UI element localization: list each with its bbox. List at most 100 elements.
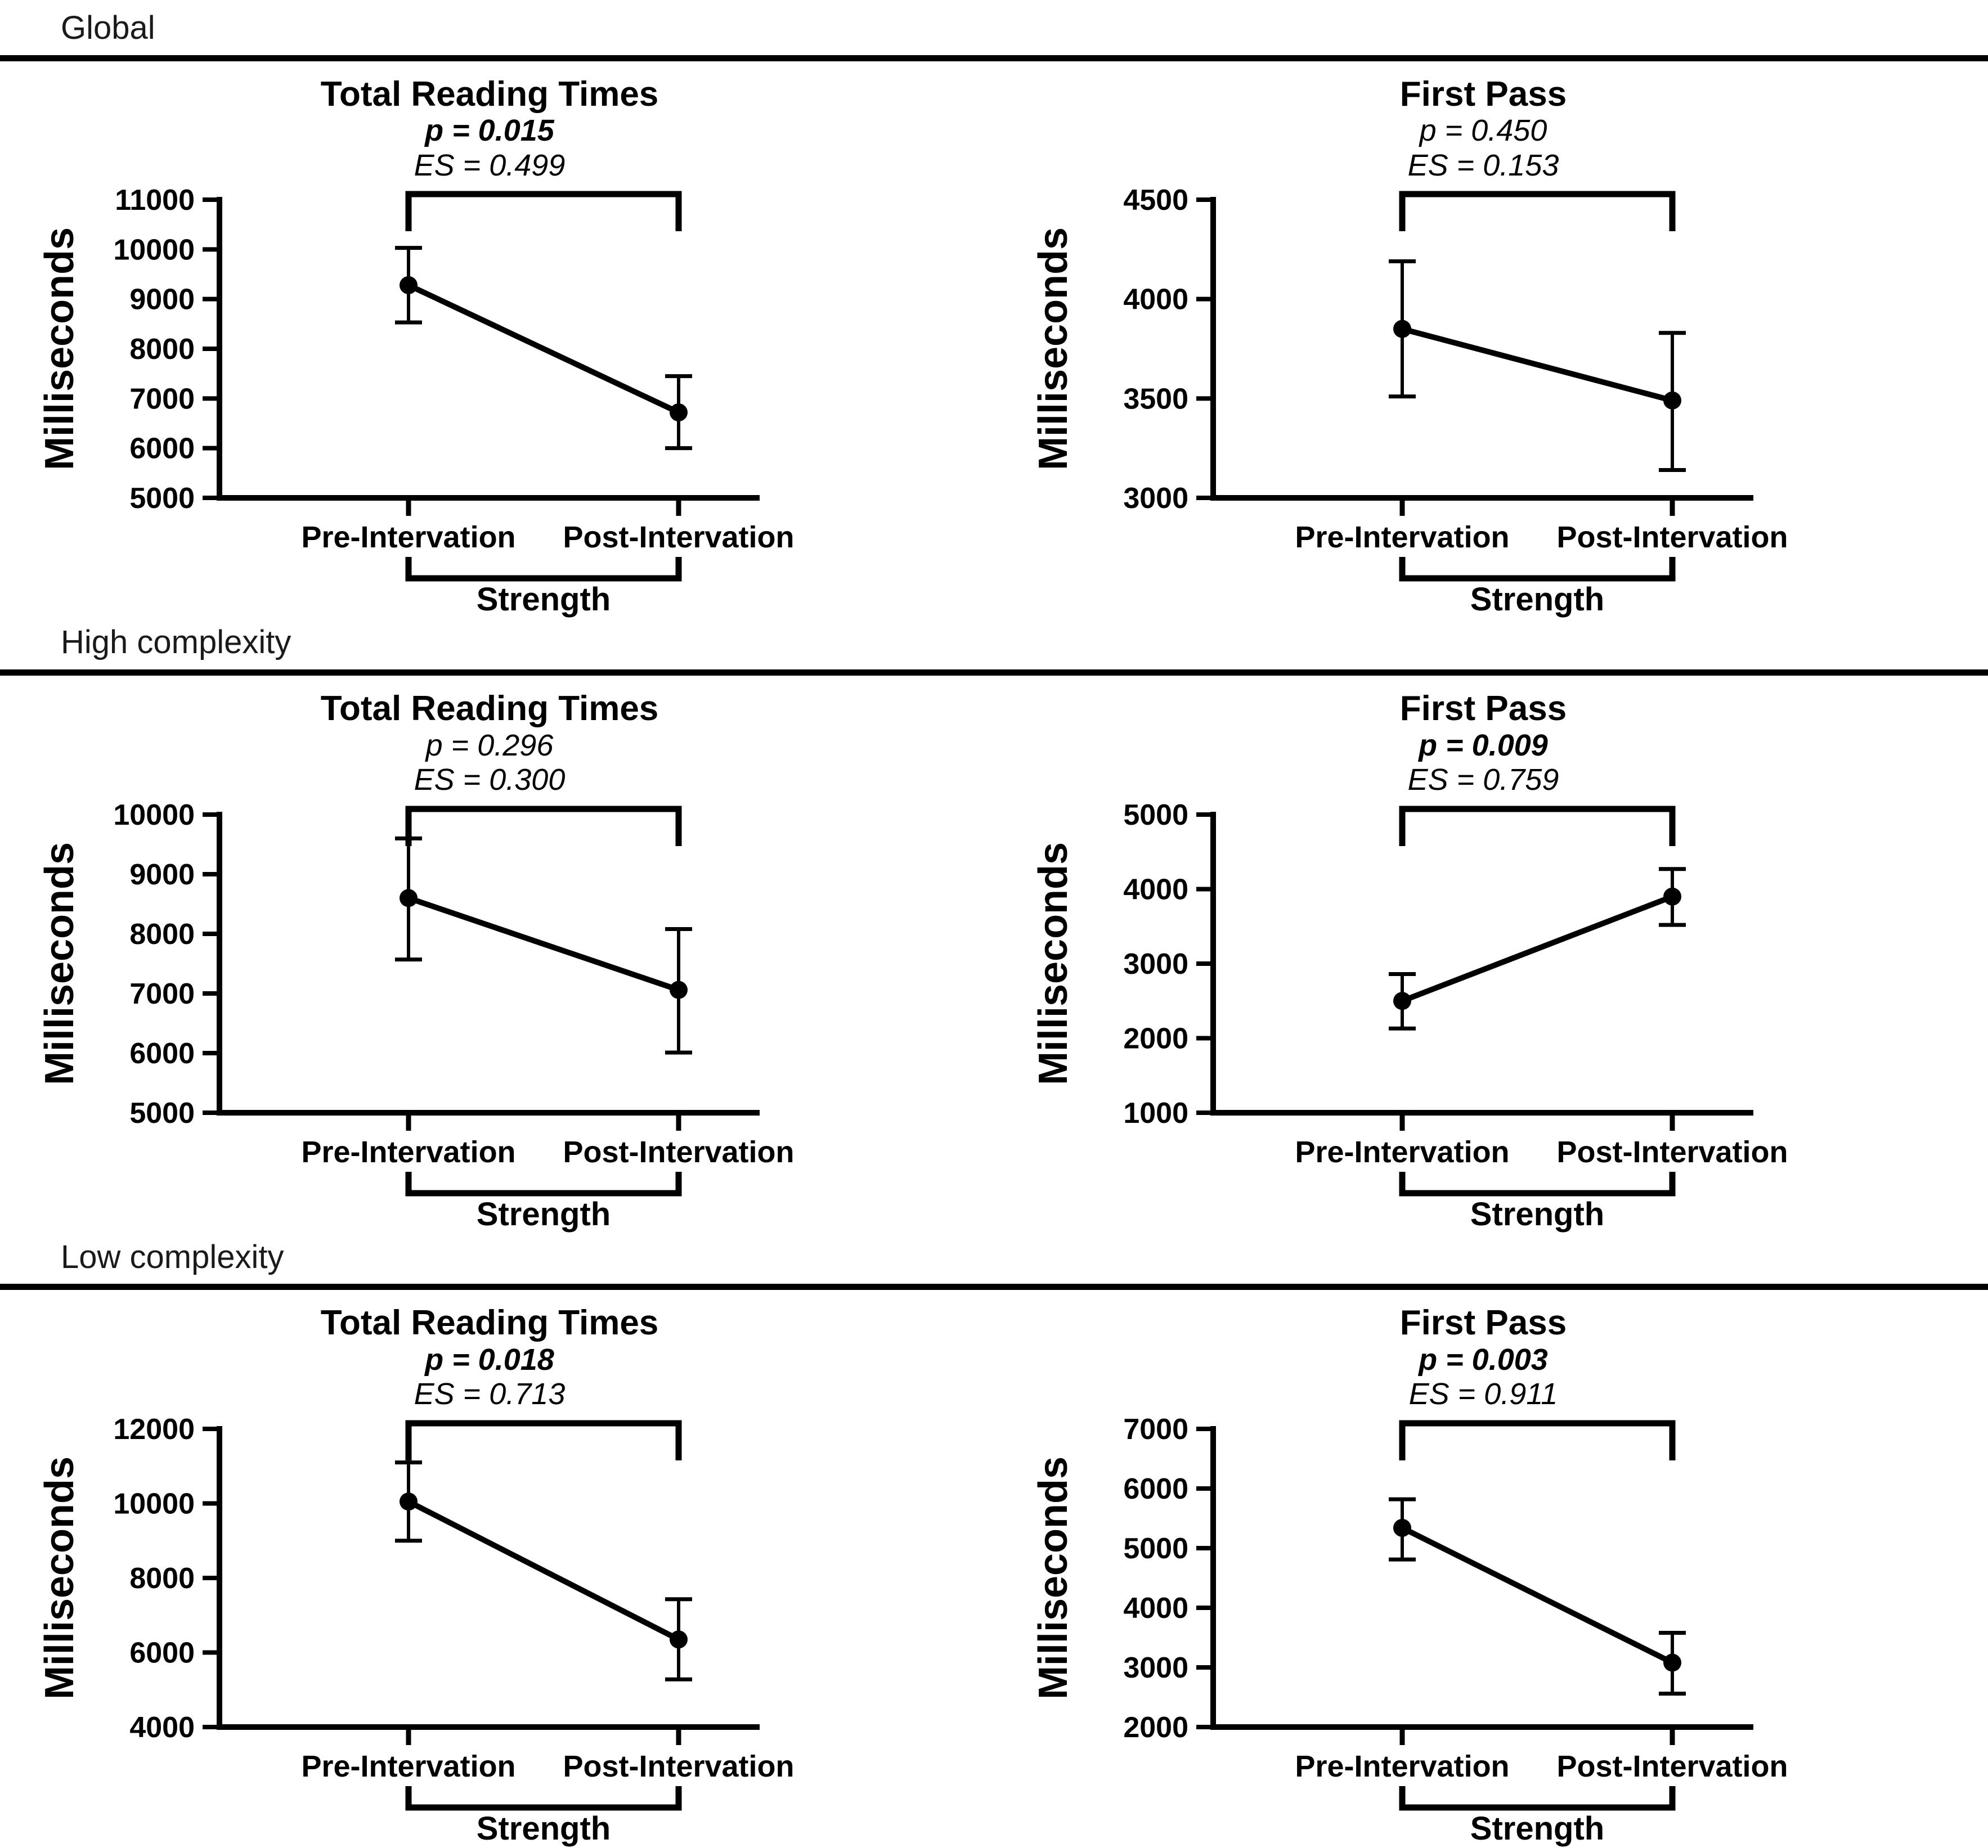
svg-text:Pre-Intervation: Pre-Intervation bbox=[301, 520, 515, 554]
svg-text:Pre-Intervation: Pre-Intervation bbox=[301, 1135, 515, 1169]
section-low-complexity: Low complexity Total Reading Times p = 0… bbox=[0, 1239, 1988, 1848]
svg-text:Milliseconds: Milliseconds bbox=[37, 842, 82, 1085]
chart-title: First Pass bbox=[1399, 74, 1567, 114]
svg-text:3000: 3000 bbox=[1123, 482, 1188, 515]
svg-text:Milliseconds: Milliseconds bbox=[37, 227, 82, 470]
section-header-global: Global bbox=[61, 10, 155, 46]
svg-text:9000: 9000 bbox=[129, 858, 195, 891]
chart-panel-high-first-pass: First Pass p = 0.009 ES = 0.759 1000 2000… bbox=[994, 686, 1987, 1234]
effect-size-label: ES = 0.759 bbox=[1407, 763, 1559, 797]
chart-panel-low-total-reading-times: Total Reading Times p = 0.018 ES = 0.713… bbox=[0, 1300, 994, 1848]
svg-text:8000: 8000 bbox=[129, 1562, 195, 1595]
svg-text:Milliseconds: Milliseconds bbox=[1031, 842, 1076, 1085]
chart-title: Total Reading Times bbox=[320, 689, 659, 729]
chart-panel-global-first-pass: First Pass p = 0.450 ES = 0.153 3000 3500… bbox=[994, 71, 1987, 619]
chart-title: First Pass bbox=[1399, 1303, 1567, 1343]
chart-panel-low-first-pass: First Pass p = 0.003 ES = 0.911 2000 3000… bbox=[994, 1300, 1987, 1848]
chart-plot: 1000 2000 3000 4000 5000 Milliseconds Pre-Inte… bbox=[1031, 799, 1788, 1233]
chart-title: Total Reading Times bbox=[320, 1303, 659, 1343]
effect-size-label: ES = 0.153 bbox=[1407, 148, 1559, 182]
svg-text:Post-Intervation: Post-Intervation bbox=[1556, 1750, 1788, 1783]
svg-text:Pre-Intervation: Pre-Intervation bbox=[1295, 1135, 1509, 1169]
effect-size-label: ES = 0.499 bbox=[414, 148, 566, 182]
p-value-label: p = 0.015 bbox=[425, 114, 554, 148]
section-divider bbox=[0, 669, 1988, 676]
chart-row-low-complexity: Total Reading Times p = 0.018 ES = 0.713… bbox=[0, 1300, 1988, 1848]
svg-text:4000: 4000 bbox=[1123, 873, 1188, 906]
svg-text:4500: 4500 bbox=[1123, 184, 1188, 217]
svg-text:Strength: Strength bbox=[1470, 1196, 1604, 1233]
chart-plot: 5000 6000 7000 8000 9000 10000 11000 Millisecon… bbox=[37, 184, 795, 618]
chart-title: Total Reading Times bbox=[320, 74, 659, 114]
svg-text:8000: 8000 bbox=[129, 918, 195, 951]
svg-text:3000: 3000 bbox=[1123, 948, 1188, 981]
svg-text:Pre-Intervation: Pre-Intervation bbox=[1295, 520, 1509, 554]
section-header-low-complexity: Low complexity bbox=[61, 1238, 284, 1275]
chart-plot: 4000 6000 8000 10000 12000 Milliseconds Pre-In… bbox=[37, 1413, 795, 1847]
svg-text:2000: 2000 bbox=[1123, 1022, 1188, 1055]
svg-text:Post-Intervation: Post-Intervation bbox=[563, 520, 794, 554]
svg-text:6000: 6000 bbox=[129, 1636, 195, 1669]
svg-text:Strength: Strength bbox=[1470, 1810, 1604, 1847]
section-divider bbox=[0, 1284, 1988, 1291]
effect-size-label: ES = 0.911 bbox=[1408, 1377, 1558, 1411]
svg-text:7000: 7000 bbox=[129, 978, 195, 1010]
svg-text:5000: 5000 bbox=[1123, 799, 1188, 831]
section-high-complexity: High complexity Total Reading Times p = … bbox=[0, 624, 1988, 1233]
p-value-label: p = 0.003 bbox=[1419, 1342, 1548, 1377]
svg-text:11000: 11000 bbox=[115, 184, 195, 217]
section-global: Global Total Reading Times p = 0.015 ES … bbox=[0, 10, 1988, 619]
effect-size-label: ES = 0.300 bbox=[414, 763, 566, 797]
svg-text:5000: 5000 bbox=[1123, 1532, 1188, 1565]
svg-text:Pre-Intervation: Pre-Intervation bbox=[301, 1750, 515, 1783]
chart-panel-global-total-reading-times: Total Reading Times p = 0.015 ES = 0.499… bbox=[0, 71, 994, 619]
svg-text:9000: 9000 bbox=[129, 284, 195, 316]
svg-text:1000: 1000 bbox=[1123, 1097, 1188, 1130]
effect-size-label: ES = 0.713 bbox=[414, 1377, 566, 1411]
svg-text:Strength: Strength bbox=[1470, 581, 1604, 618]
svg-text:10000: 10000 bbox=[113, 234, 195, 267]
p-value-label: p = 0.009 bbox=[1419, 728, 1548, 762]
svg-text:Strength: Strength bbox=[477, 581, 611, 618]
section-divider bbox=[0, 55, 1988, 61]
svg-text:Milliseconds: Milliseconds bbox=[1031, 1456, 1076, 1699]
chart-plot: 3000 3500 4000 4500 Milliseconds Pre-Intervat… bbox=[1031, 184, 1788, 618]
chart-panel-high-total-reading-times: Total Reading Times p = 0.296 ES = 0.300… bbox=[0, 686, 994, 1234]
svg-text:4000: 4000 bbox=[1123, 1592, 1188, 1625]
chart-row-high-complexity: Total Reading Times p = 0.296 ES = 0.300… bbox=[0, 686, 1988, 1234]
svg-text:10000: 10000 bbox=[113, 799, 195, 831]
svg-text:4000: 4000 bbox=[129, 1711, 195, 1744]
svg-text:6000: 6000 bbox=[1123, 1473, 1188, 1505]
svg-text:7000: 7000 bbox=[1123, 1413, 1188, 1446]
svg-text:4000: 4000 bbox=[1123, 284, 1188, 316]
svg-text:12000: 12000 bbox=[113, 1413, 195, 1446]
p-value-label: p = 0.018 bbox=[425, 1342, 554, 1377]
chart-title: First Pass bbox=[1399, 689, 1567, 729]
svg-text:5000: 5000 bbox=[129, 482, 195, 515]
svg-text:2000: 2000 bbox=[1123, 1711, 1188, 1744]
svg-text:10000: 10000 bbox=[113, 1487, 195, 1520]
chart-plot: 2000 3000 4000 5000 6000 7000 Milliseconds Pre-… bbox=[1031, 1413, 1788, 1847]
svg-text:8000: 8000 bbox=[129, 333, 195, 366]
svg-text:Pre-Intervation: Pre-Intervation bbox=[1295, 1750, 1509, 1783]
svg-text:Post-Intervation: Post-Intervation bbox=[1556, 520, 1788, 554]
svg-text:3500: 3500 bbox=[1123, 383, 1188, 416]
svg-text:Strength: Strength bbox=[477, 1810, 611, 1847]
svg-text:Post-Intervation: Post-Intervation bbox=[1556, 1135, 1788, 1169]
svg-text:Milliseconds: Milliseconds bbox=[37, 1456, 82, 1699]
svg-text:Post-Intervation: Post-Intervation bbox=[563, 1750, 794, 1783]
svg-text:6000: 6000 bbox=[129, 1037, 195, 1070]
svg-text:3000: 3000 bbox=[1123, 1652, 1188, 1684]
svg-text:6000: 6000 bbox=[129, 433, 195, 465]
svg-text:7000: 7000 bbox=[129, 383, 195, 416]
svg-text:Post-Intervation: Post-Intervation bbox=[563, 1135, 794, 1169]
svg-text:5000: 5000 bbox=[129, 1097, 195, 1130]
chart-plot: 5000 6000 7000 8000 9000 10000 Milliseconds Pre… bbox=[37, 799, 795, 1233]
p-value-label: p = 0.450 bbox=[1419, 114, 1547, 148]
chart-row-global: Total Reading Times p = 0.015 ES = 0.499… bbox=[0, 71, 1988, 619]
svg-text:Milliseconds: Milliseconds bbox=[1031, 227, 1076, 470]
section-header-high-complexity: High complexity bbox=[61, 624, 291, 661]
svg-text:Strength: Strength bbox=[477, 1196, 611, 1233]
p-value-label: p = 0.296 bbox=[425, 728, 554, 762]
